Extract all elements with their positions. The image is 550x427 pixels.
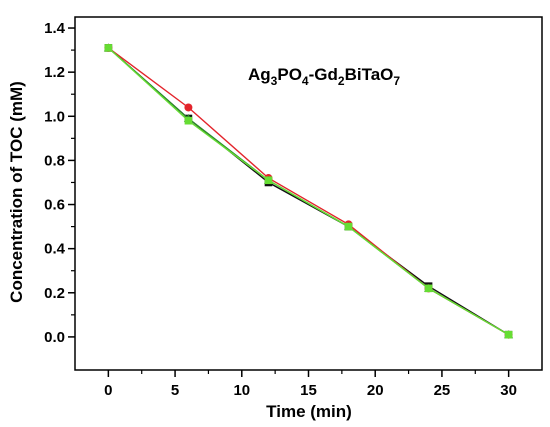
annotation-text: Ag [248,65,271,84]
annotation-subscript: 7 [393,74,400,88]
x-tick-label: 20 [367,382,384,399]
annotation-text: PO [277,65,302,84]
series-1 [104,44,513,339]
y-tick-label: 1.4 [44,20,66,37]
x-axis-label: Time (min) [266,402,352,421]
x-tick-label: 25 [434,382,451,399]
y-tick-label: 0.2 [44,285,65,302]
annotation-subscript: 4 [302,74,309,88]
series-layer [103,43,514,339]
annotation-subscript: 3 [271,74,278,88]
axis-ticks: 0 5 10 15 20 25 30 0.0 0.2 0.4 0.6 0.8 1.0 1.2 1.4 [44,20,517,399]
annotation-text: -Gd [309,65,338,84]
data-point [504,330,513,339]
series-line [107,47,509,336]
data-point [104,44,113,52]
series-line [107,47,509,336]
y-tick-label: 0.8 [44,152,65,169]
data-point [344,222,353,231]
y-tick-label: 0.4 [44,241,66,258]
series-2 [104,43,513,339]
x-tick-label: 0 [104,382,112,399]
series-4 [104,44,513,339]
y-tick-label: 0.6 [44,197,65,214]
x-tick-label: 10 [233,382,250,399]
y-tick-label: 1.2 [44,64,65,81]
data-point [424,284,433,293]
y-axis-label: Concentration of TOC (mM) [7,81,26,303]
x-tick-label: 30 [500,382,517,399]
data-point [184,116,193,125]
y-tick-label: 0.0 [44,329,65,346]
annotation-text: BiTaO [345,65,394,84]
series-line [107,47,509,336]
x-tick-label: 5 [171,382,179,399]
annotation-subscript: 2 [338,74,345,88]
x-tick-label: 15 [300,382,317,399]
data-point [184,103,193,112]
material-annotation: Ag3PO4-Gd2BiTaO7 [248,65,400,88]
series-line [107,47,509,336]
y-tick-label: 1.0 [44,108,65,125]
data-point [264,176,273,185]
